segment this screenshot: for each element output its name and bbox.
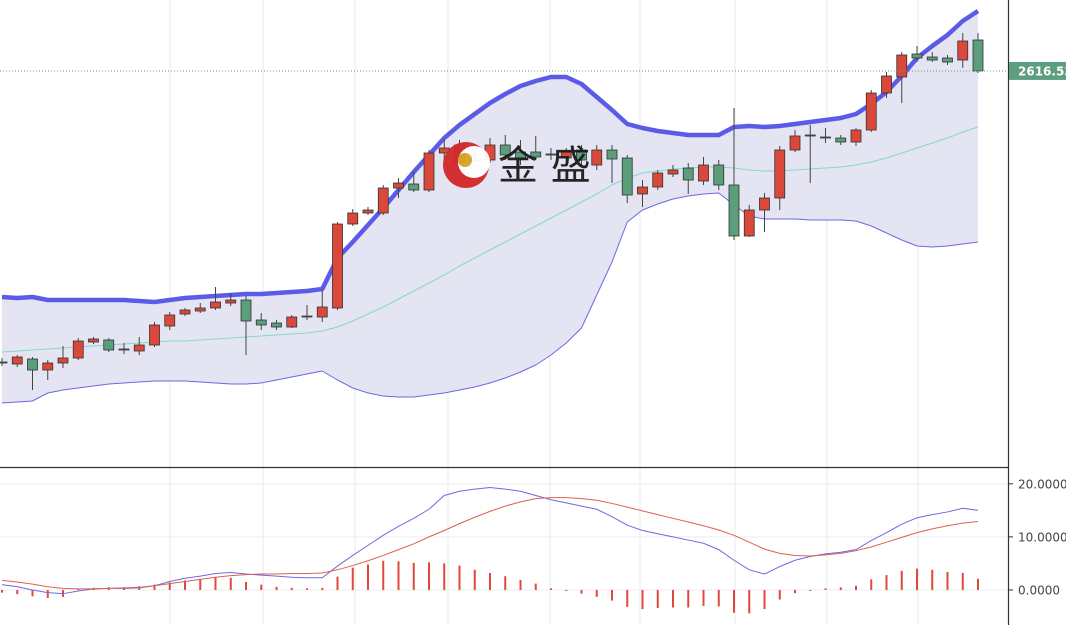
candle-body [225, 299, 237, 304]
candle-body [835, 137, 847, 143]
candle-body [576, 149, 587, 161]
candle-body [57, 357, 69, 364]
candle-body [332, 223, 343, 309]
candle-body [301, 315, 313, 318]
macd-panel [0, 483, 1008, 614]
candle-body [499, 144, 511, 156]
band-line [1, 126, 979, 353]
candle-body [881, 75, 892, 94]
candle-body [194, 307, 206, 312]
candle-body [179, 309, 191, 315]
candle-body [530, 151, 542, 158]
candle-body [652, 172, 664, 188]
candle-body [362, 209, 374, 214]
candle-body [957, 40, 969, 61]
logo-dot [458, 153, 472, 167]
candle-body [713, 164, 725, 186]
candle-body [515, 151, 526, 159]
candle-body [210, 301, 221, 309]
candle-body [377, 187, 389, 214]
price-panel [0, 9, 1008, 404]
candle-body [621, 157, 633, 196]
axis-layer: 2616.53 20.0000 10.0000 0.0000 [1008, 61, 1066, 597]
candle-body [759, 197, 770, 211]
band-line [1, 192, 979, 404]
candle-body [667, 169, 679, 175]
candle-body [682, 167, 694, 181]
candle-body [408, 183, 420, 191]
candle-body [850, 129, 862, 143]
candle-body [743, 209, 755, 237]
candle-body [698, 164, 709, 182]
candle-body [942, 57, 953, 63]
macd-line [1, 497, 979, 590]
candle-body [545, 153, 557, 156]
watermark-text: 金 盛 [498, 143, 591, 189]
candle-body [347, 212, 359, 225]
band-line [1, 9, 980, 305]
candle-body [820, 136, 831, 139]
candle-body [972, 39, 984, 72]
candle-body [164, 314, 176, 327]
candle-body [103, 339, 115, 351]
candle-body [271, 322, 282, 328]
candle-body [88, 338, 99, 343]
candle-body [393, 182, 404, 189]
candle-body [133, 344, 145, 352]
candle-body [118, 348, 130, 351]
candle-body [591, 149, 603, 166]
y-tick-label: 20.0000 [1018, 477, 1066, 491]
candle-body [637, 186, 648, 195]
candle-body [286, 316, 298, 328]
candle-body [804, 134, 816, 137]
candle-body [255, 319, 267, 326]
y-tick-label: 10.0000 [1018, 530, 1066, 544]
y-tick-label: 0.0000 [1018, 583, 1060, 597]
candle-body [896, 54, 908, 78]
candle-body [423, 152, 435, 191]
candle-body [240, 299, 252, 322]
candle-body [149, 324, 160, 346]
band-area [2, 11, 978, 403]
last-price-label: 2616.53 [1018, 64, 1066, 78]
candle-body [911, 53, 923, 59]
candle-body [926, 56, 938, 61]
candle-body [0, 361, 8, 364]
candle-body [316, 306, 328, 318]
candle-body [774, 149, 786, 199]
watermark: 金 盛 [443, 142, 591, 189]
candle-body [72, 340, 84, 359]
candle-body [42, 362, 54, 371]
candle-body [789, 135, 801, 151]
candle-body [728, 184, 740, 237]
candle-body [865, 92, 877, 131]
candle-body [606, 149, 618, 160]
last-price-badge [1009, 61, 1066, 80]
candle-body [11, 356, 23, 365]
candle-body [560, 151, 572, 159]
candle-body [27, 358, 38, 371]
